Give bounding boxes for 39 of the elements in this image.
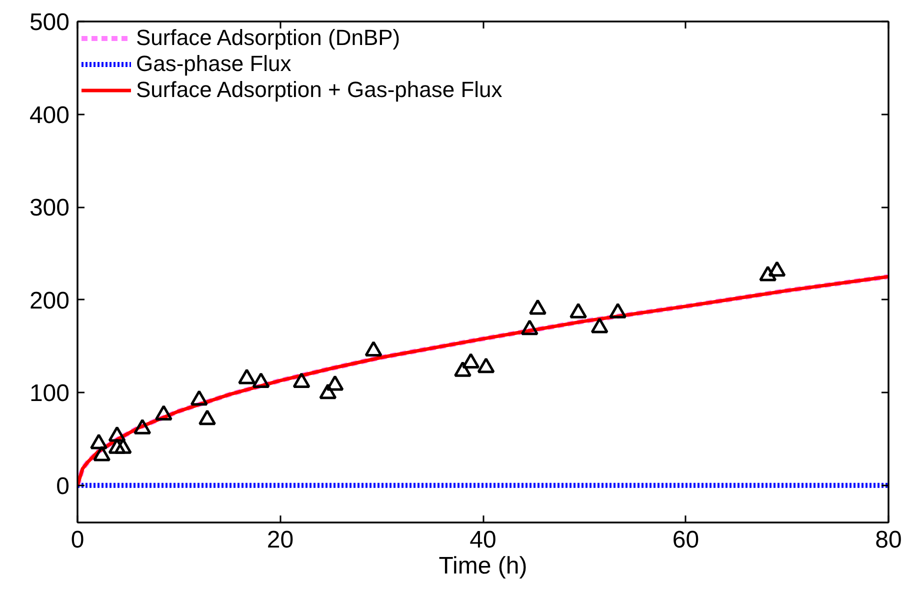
y-tick-label: 500 (29, 9, 70, 36)
legend-label: Gas-phase Flux (136, 51, 292, 77)
y-tick-label: 200 (29, 287, 70, 314)
legend-label: Surface Adsorption (DnBP) (136, 25, 400, 51)
point (364, 340, 382, 356)
x-tick-label: 60 (672, 526, 700, 554)
point (134, 418, 152, 434)
point (326, 375, 344, 391)
y-tick-label: 300 (29, 194, 70, 222)
point (528, 299, 546, 315)
point (520, 320, 538, 336)
point (90, 434, 108, 450)
y-tick-label: 100 (29, 380, 70, 408)
x-tick-label: 40 (470, 526, 496, 554)
y-tick-label: 0 (56, 472, 70, 500)
point (154, 404, 172, 420)
point (759, 266, 777, 282)
point (609, 302, 627, 318)
point (477, 358, 495, 374)
point (108, 426, 126, 442)
point (238, 368, 256, 384)
point (292, 372, 310, 388)
point (462, 353, 480, 368)
point (252, 372, 270, 388)
point (319, 384, 337, 400)
x-tick-label: 20 (266, 526, 294, 554)
point (114, 438, 132, 454)
legend-label: Surface Adsorption + Gas-phase Flux (136, 77, 502, 103)
y-tick-label: 400 (29, 102, 70, 129)
x-tick-label: 80 (875, 526, 902, 554)
point (93, 446, 111, 462)
point (190, 390, 208, 406)
point (108, 438, 126, 454)
point (768, 261, 786, 277)
point (570, 302, 588, 318)
point (198, 410, 216, 426)
x-axis-title: Time (h) (438, 552, 528, 580)
point (454, 361, 472, 377)
point (590, 318, 608, 334)
